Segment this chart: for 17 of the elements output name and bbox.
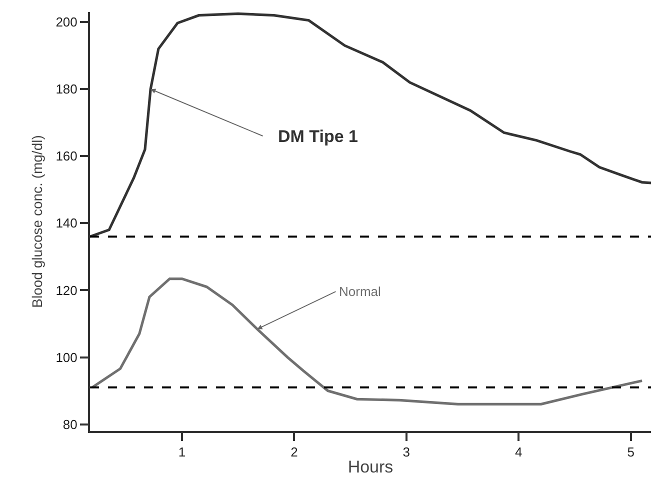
y-tick-label: 80 [62,416,78,432]
x-tick-label: 5 [627,444,634,460]
y-tick-label: 140 [56,216,78,231]
y-tick-label: 100 [56,350,78,365]
line-series [90,278,644,406]
y-tick-label: 120 [56,282,78,298]
text: Normal [339,284,382,299]
y-tick-label: 180 [56,82,78,97]
x-tick-label: 2 [290,444,298,460]
y-tick-label: 160 [56,148,78,164]
y-tick-label: 200 [56,14,78,30]
x-tick-label: 4 [514,444,522,460]
x-axis-title: Hours [348,458,394,476]
x-tick-label: 1 [178,444,186,460]
x-tick-label: 3 [402,444,410,460]
text: DM Tipe 1 [278,127,358,146]
y-axis-title: Blood glucose conc. (mg/dl) [28,135,45,308]
